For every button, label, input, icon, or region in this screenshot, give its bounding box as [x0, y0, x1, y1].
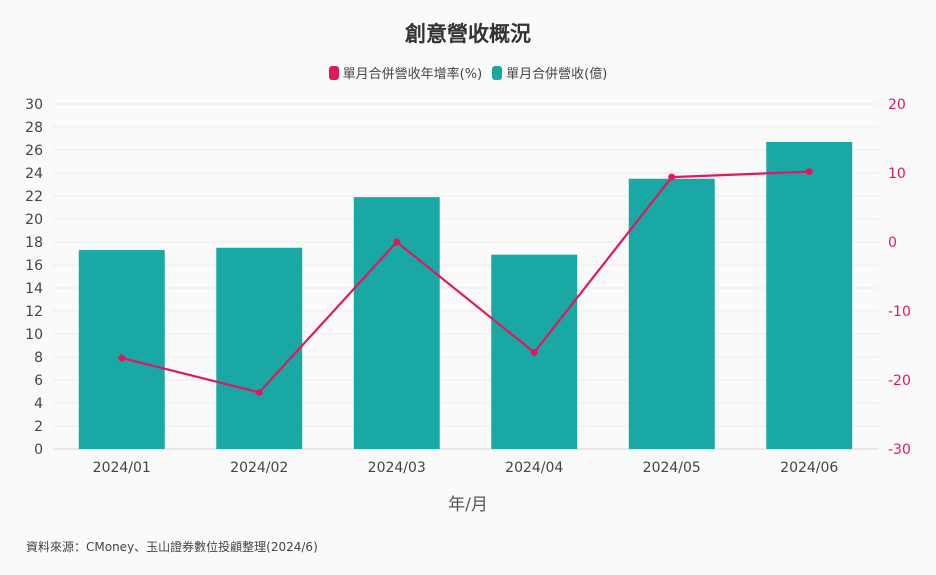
legend-label-revenue: 單月合併營收(億): [506, 67, 608, 82]
legend-swatch-revenue: [492, 65, 503, 80]
yoy-point-2024/01: [118, 354, 126, 362]
x-tick: 2024/05: [643, 460, 701, 476]
legend-item-yoy[interactable]: 單月合併營收年增率(%): [328, 63, 483, 82]
revenue-bar-2024/01: [78, 250, 165, 449]
yoy-point-2024/02: [255, 388, 263, 396]
grid: [53, 103, 878, 450]
y-left-tick: 22: [25, 189, 43, 205]
x-axis-label: 年/月: [448, 495, 488, 515]
revenue-bar-2024/02: [216, 247, 303, 449]
y-left-tick: 24: [25, 166, 43, 182]
yoy-point-2024/05: [668, 173, 676, 181]
revenue-bar-2024/05: [628, 178, 715, 449]
y-left-tick: 14: [25, 281, 43, 297]
y-left-tick: 12: [25, 304, 43, 320]
legend-item-revenue[interactable]: 單月合併營收(億): [492, 63, 607, 82]
yoy-point-2024/06: [805, 168, 813, 176]
y-right-tick: 20: [888, 97, 906, 113]
revenue-bar-2024/06: [766, 141, 853, 449]
axis-ticks: 024681012141618202224262830-30-20-100102…: [25, 97, 911, 476]
y-left-tick: 16: [25, 258, 43, 274]
yoy-point-2024/03: [393, 238, 401, 246]
y-right-tick: 10: [888, 166, 906, 182]
x-tick: 2024/03: [368, 460, 426, 476]
y-left-tick: 30: [25, 97, 43, 113]
yoy-line-path: [121, 170, 810, 394]
y-left-tick: 10: [25, 327, 43, 343]
y-left-tick: 6: [34, 373, 43, 389]
y-left-tick: 28: [25, 120, 43, 136]
revenue-bar-2024/03: [353, 197, 440, 449]
x-tick: 2024/06: [780, 460, 838, 476]
y-left-tick: 26: [25, 143, 43, 159]
legend-label-yoy: 單月合併營收年增率(%): [342, 67, 483, 82]
chart-title: 創意營收概況: [405, 22, 531, 46]
legend: 單月合併營收年增率(%) 單月合併營收(億): [0, 63, 936, 82]
x-tick: 2024/02: [230, 460, 288, 476]
x-tick: 2024/04: [505, 460, 563, 476]
yoy-point-2024/04: [530, 348, 538, 356]
y-right-tick: 0: [888, 235, 897, 251]
y-left-tick: 4: [34, 396, 43, 412]
y-left-tick: 2: [34, 419, 43, 435]
source-note: 資料來源：CMoney、玉山證券數位投顧整理(2024/6): [26, 540, 318, 554]
y-right-tick: -30: [888, 442, 911, 458]
y-left-tick: 18: [25, 235, 43, 251]
y-right-tick: -10: [888, 304, 911, 320]
y-left-tick: 20: [25, 212, 43, 228]
y-right-tick: -20: [888, 373, 911, 389]
yoy-line: [118, 168, 813, 396]
y-left-tick: 8: [34, 350, 43, 366]
y-left-tick: 0: [34, 442, 43, 458]
x-tick: 2024/01: [93, 460, 151, 476]
chart-area: 024681012141618202224262830-30-20-100102…: [25, 97, 911, 476]
legend-swatch-yoy: [328, 65, 339, 80]
